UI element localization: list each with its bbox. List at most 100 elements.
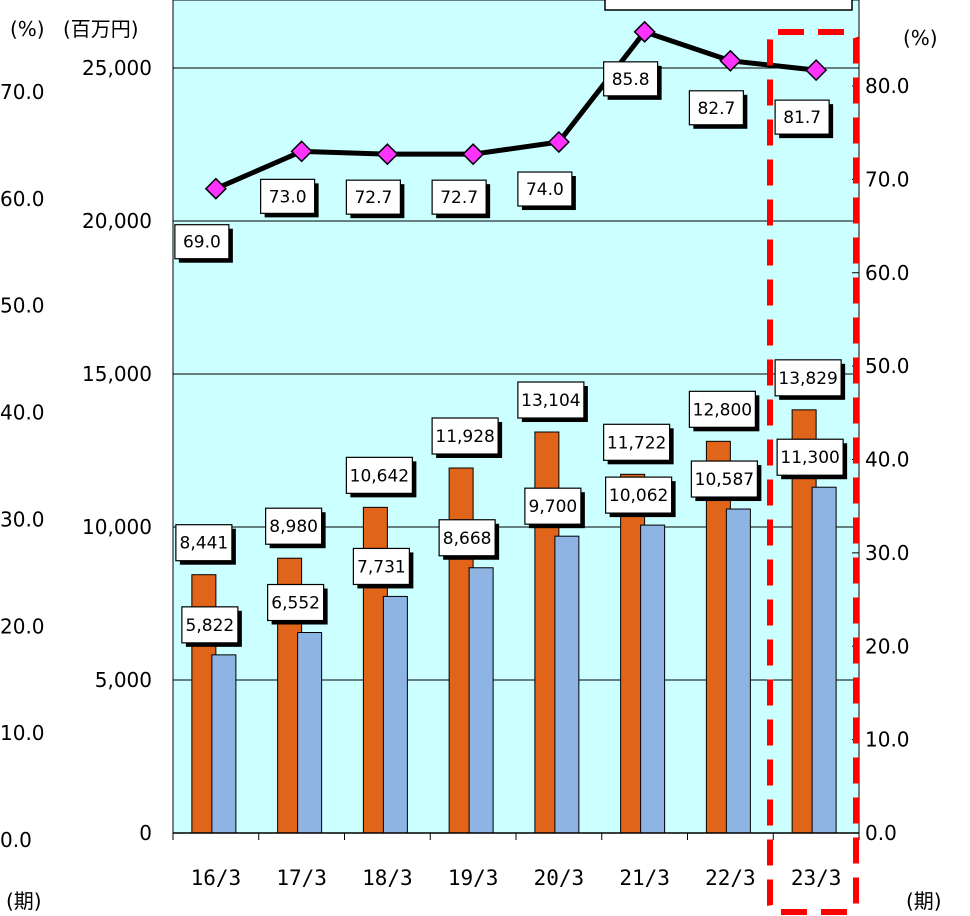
bar-blue-label-box: [690, 460, 758, 498]
left-pct-tick-label: 50.0: [0, 294, 45, 318]
bar-orange-label: 10,642: [350, 466, 409, 486]
rate-label: 82.7: [697, 99, 735, 119]
bar-blue-label: 10,062: [609, 486, 668, 506]
category-label: 20/3: [534, 866, 585, 890]
bar-blue: [297, 632, 323, 834]
yen-tick-label: 25,000: [82, 56, 152, 80]
rate-label: 72.7: [440, 188, 478, 208]
period-unit-left: (期): [6, 889, 42, 913]
right-pct-tick-label: 40.0: [865, 448, 910, 472]
rate-label-box: [260, 178, 316, 214]
yen-tick-label: 5,000: [95, 668, 152, 692]
bar-blue-label: 11,300: [780, 448, 839, 468]
rate-marker: [204, 177, 227, 200]
bar-orange-label: 11,722: [607, 433, 666, 453]
bar-blue-label-box: [352, 547, 410, 586]
bar-blue-label: 7,731: [357, 557, 406, 577]
bar-blue-label: 9,700: [529, 497, 578, 517]
rate-label: 81.7: [783, 108, 821, 128]
right-pct-tick-label: 0.0: [865, 821, 897, 845]
rate-label-box: [774, 99, 830, 135]
rate-label-box: [603, 61, 659, 97]
bar-orange-label-box: [265, 507, 323, 545]
right-pct-tick-label: 60.0: [865, 261, 910, 285]
category-label: 17/3: [276, 866, 327, 890]
data-labels: 8,441 8,980 10,642 11,928 13,104 11,722 12,800…: [174, 61, 848, 647]
left-pct-unit: (%): [10, 17, 45, 41]
rate-label: 72.7: [354, 188, 392, 208]
bar-orange-label-box: [517, 381, 585, 419]
left-pct-tick-label: 10.0: [0, 721, 45, 745]
bar-blue-label-box: [524, 487, 582, 525]
rate-marker: [805, 59, 828, 82]
bar-orange-label-box: [345, 456, 413, 494]
bar-blue: [211, 654, 237, 834]
bar-blue-label-box: [267, 583, 325, 622]
right-pct-tick-label: 10.0: [865, 728, 910, 752]
rate-marker: [633, 20, 656, 43]
rate-label-box: [431, 179, 487, 215]
bar-orange-label-box: [431, 417, 499, 455]
left-pct-tick-label: 20.0: [0, 614, 45, 638]
bar-orange-label-box: [688, 390, 756, 428]
rate-marker: [376, 143, 399, 166]
bar-blue: [640, 524, 666, 834]
bar-orange-label: 11,928: [435, 427, 494, 447]
right-pct-tick-label: 20.0: [865, 634, 910, 658]
bar-blue-label-box: [605, 476, 673, 514]
bar-blue: [811, 486, 837, 834]
bar-blue-label: 8,668: [443, 529, 492, 549]
period-unit-right: (期): [906, 889, 942, 913]
bar-orange-label: 12,800: [693, 400, 752, 420]
axes: 0 5,000 10,000 15,000 20,000 25,000 0.0 10.0 20.…: [0, 56, 910, 890]
right-pct-unit: (%): [903, 26, 938, 50]
bar-blue-label: 10,587: [695, 470, 754, 490]
category-label: 19/3: [448, 866, 499, 890]
bar-blue-label-box: [181, 606, 239, 644]
bar-orange-label-box: [603, 423, 671, 461]
yen-tick-label: 20,000: [82, 209, 152, 233]
bar-blue-label-box: [776, 438, 844, 476]
category-label: 23/3: [791, 866, 842, 890]
left-pct-tick-label: 0.0: [0, 828, 32, 852]
bar-orange-label: 8,441: [180, 534, 229, 554]
bar-blue: [554, 535, 580, 834]
rate-marker: [290, 140, 313, 163]
bar-blue: [468, 567, 494, 834]
bar-orange-label: 13,829: [778, 369, 837, 389]
category-label: 21/3: [619, 866, 670, 890]
right-pct-tick-label: 50.0: [865, 354, 910, 378]
yen-unit: (百万円): [63, 17, 139, 41]
rate-label-box: [517, 171, 573, 207]
rate-marker: [719, 49, 742, 72]
left-pct-tick-label: 70.0: [0, 80, 45, 104]
yen-tick-label: 0: [139, 821, 152, 845]
left-pct-tick-label: 40.0: [0, 401, 45, 425]
rate-label-box: [174, 224, 230, 260]
left-pct-tick-label: 60.0: [0, 187, 45, 211]
bar-blue-label-box: [438, 519, 496, 557]
bar-blue: [382, 595, 408, 834]
rate-label: 85.8: [612, 70, 650, 90]
right-pct-tick-label: 80.0: [865, 74, 910, 98]
bar-orange-label-box: [774, 359, 842, 397]
legend-box: [604, 0, 853, 11]
left-pct-tick-label: 30.0: [0, 507, 45, 531]
rate-label-box: [345, 179, 401, 215]
rate-marker: [462, 143, 485, 166]
rate-line: [204, 20, 828, 200]
rate-label: 69.0: [183, 233, 221, 253]
bar-orange-label: 13,104: [521, 391, 580, 411]
category-label: 22/3: [705, 866, 756, 890]
yen-tick-label: 10,000: [82, 515, 152, 539]
rate-line-path: [214, 29, 817, 192]
category-label: 16/3: [191, 866, 242, 890]
rate-marker: [547, 130, 570, 154]
right-pct-tick-label: 70.0: [865, 167, 910, 191]
bar-orange-label-box: [175, 524, 233, 562]
rate-label: 73.0: [269, 187, 307, 207]
bar-blue: [725, 508, 751, 834]
rate-label: 74.0: [526, 180, 564, 200]
category-label: 18/3: [362, 866, 413, 890]
